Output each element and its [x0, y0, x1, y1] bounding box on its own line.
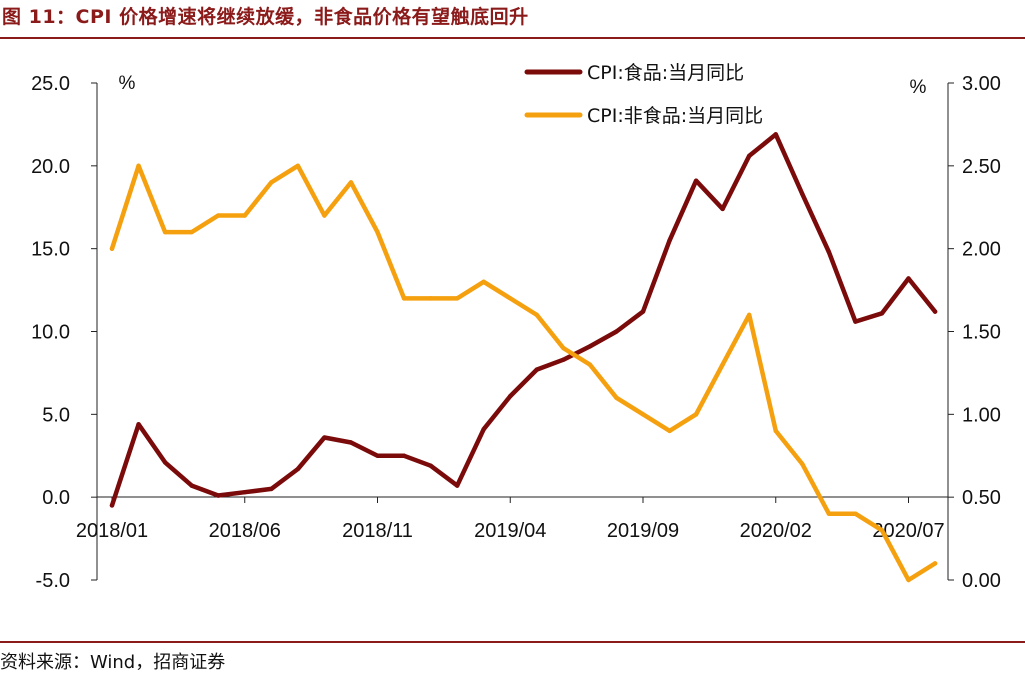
series-1-point	[242, 489, 247, 495]
right-tick-label: 2.00	[962, 239, 1001, 261]
series-2-point	[534, 312, 539, 318]
series-2-point	[189, 229, 194, 235]
series-1-point	[481, 427, 486, 432]
left-tick-label: 20.0	[31, 156, 70, 178]
series-1-point	[136, 422, 141, 427]
left-tick-label: 0.0	[42, 487, 70, 509]
left-tick-label: 15.0	[31, 239, 70, 261]
series-1-point	[720, 206, 725, 212]
series-2-point	[853, 511, 858, 516]
legend-label-1: CPI:食品:当月同比	[587, 62, 744, 84]
figure-title: 图 11：CPI 价格增速将继续放缓，非食品价格有望触底回升	[2, 6, 529, 28]
series-1-point	[348, 440, 354, 445]
series-2-point	[561, 345, 566, 351]
series-2-point	[826, 511, 832, 516]
series-2-point	[242, 213, 247, 218]
series-1-point	[269, 486, 274, 492]
series-2-point	[667, 428, 672, 434]
series-1-point	[800, 191, 805, 197]
series-2-point	[481, 279, 486, 284]
series-1-point	[428, 463, 433, 468]
right-tick-label: 1.00	[962, 404, 1001, 426]
series-1-point	[614, 329, 619, 334]
source-note: 资料来源：Wind，招商证券	[0, 652, 226, 673]
x-tick-label: 2019/04	[474, 520, 546, 542]
series-2-point	[720, 362, 725, 367]
series-2-point	[401, 296, 407, 301]
right-tick-label: 0.00	[962, 570, 1001, 592]
right-axis-unit: %	[910, 77, 927, 98]
series-2-point	[587, 362, 593, 367]
series-2-point	[454, 296, 460, 301]
series-1-point	[162, 460, 168, 465]
series-1-point	[561, 357, 566, 362]
series-1-point	[932, 309, 938, 314]
series-2-point	[295, 163, 301, 169]
series-2-point	[932, 561, 938, 566]
right-tick-label: 0.50	[962, 487, 1001, 509]
series-2-point	[216, 213, 221, 218]
series-2-point	[109, 246, 115, 251]
series-2-point	[428, 296, 433, 301]
series-1-point	[401, 453, 407, 458]
left-tick-label: 5.0	[42, 404, 70, 426]
title-divider	[0, 37, 1025, 39]
series-1-point	[853, 319, 858, 324]
x-tick-label: 2018/06	[209, 520, 281, 542]
series-1-point	[587, 344, 593, 349]
series-2-point	[747, 312, 752, 318]
series-1-point	[454, 483, 460, 488]
series-line-1	[109, 132, 938, 508]
left-tick-label: 25.0	[31, 73, 70, 95]
right-tick-label: 1.50	[962, 322, 1001, 344]
left-tick-label: -5.0	[36, 570, 70, 592]
source-divider	[0, 641, 1025, 643]
series-2-point	[773, 428, 778, 434]
series-1-point	[109, 503, 115, 508]
series-1-point	[826, 249, 832, 255]
series-1-point	[906, 276, 911, 281]
series-1-point	[534, 367, 539, 372]
series-2-point	[322, 213, 327, 218]
legend-label-2: CPI:非食品:当月同比	[587, 105, 763, 127]
series-2-point	[693, 412, 699, 417]
series-1-point	[508, 393, 513, 399]
series-2-point	[800, 461, 805, 467]
x-tick-label: 2018/01	[76, 520, 148, 542]
left-tick-label: 10.0	[31, 322, 70, 344]
series-2-point	[348, 180, 354, 185]
x-tick-label: 2019/09	[607, 520, 679, 542]
x-tick-label: 2018/11	[342, 520, 413, 542]
series-line-2	[109, 163, 938, 583]
series-1-point	[295, 466, 301, 472]
line-chart: 25.0 20.0 15.0 10.0 5.0 0.0 -5.0 3.00 2.50 2.00 1.…	[31, 62, 1001, 592]
series-2-point	[375, 229, 380, 235]
series-1-point	[640, 309, 646, 314]
series-2-point	[879, 528, 885, 533]
chart-series-lines	[109, 132, 938, 583]
series-2-point	[614, 395, 619, 400]
right-tick-label: 3.00	[962, 73, 1001, 95]
series-2-point	[136, 163, 141, 169]
right-tick-label: 2.50	[962, 156, 1001, 178]
series-1-point	[216, 493, 221, 498]
series-2-point	[508, 296, 513, 301]
series-2-point	[906, 577, 911, 583]
series-1-point	[375, 453, 380, 458]
chart-legend: CPI:食品:当月同比 CPI:非食品:当月同比	[524, 62, 763, 127]
x-tick-label: 2020/02	[740, 520, 812, 542]
left-axis-unit: %	[119, 73, 136, 94]
series-2-point	[269, 180, 274, 185]
series-1-point	[773, 132, 778, 137]
series-1-point	[879, 311, 885, 316]
series-1-point	[747, 153, 752, 159]
series-1-point	[322, 435, 327, 440]
series-1-point	[693, 178, 699, 183]
series-1-point	[189, 483, 194, 488]
series-1-point	[667, 238, 672, 243]
series-2-point	[162, 229, 168, 235]
x-tick-label: 2020/07	[872, 520, 944, 542]
series-2-point	[640, 412, 646, 417]
chart-axes: 25.0 20.0 15.0 10.0 5.0 0.0 -5.0 3.00 2.50 2.00 1.…	[31, 73, 1001, 592]
